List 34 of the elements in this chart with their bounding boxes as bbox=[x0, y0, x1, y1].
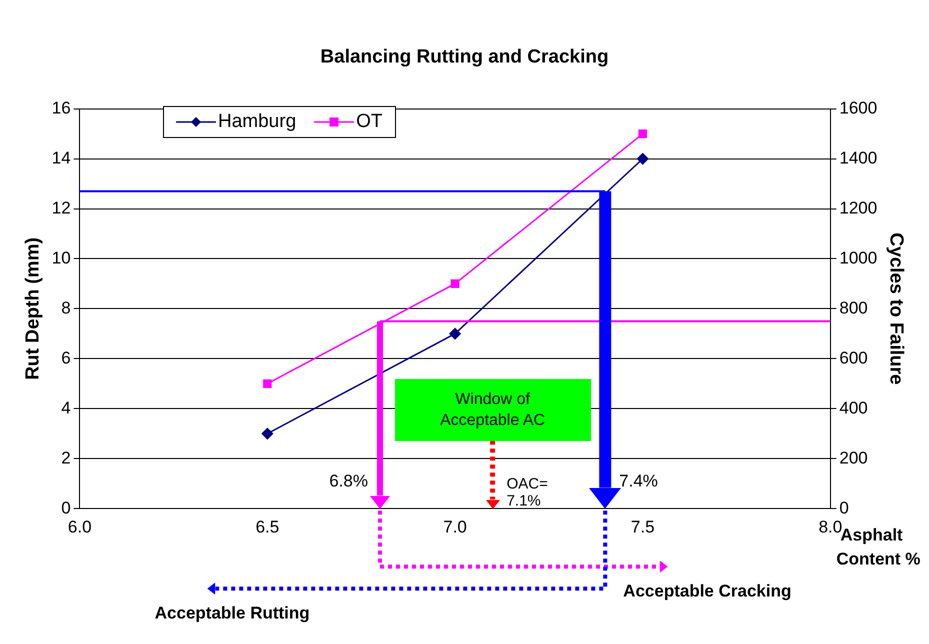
x-tick-label: 6.5 bbox=[256, 517, 280, 536]
legend-label: OT bbox=[356, 111, 383, 133]
text: Acceptable Rutting bbox=[154, 604, 310, 623]
y-tick-label: 2 bbox=[61, 448, 71, 468]
y2-axis-title: Cycles to Failure bbox=[885, 232, 906, 385]
y2-tick-label: 1000 bbox=[839, 248, 878, 268]
y-tick-label: 10 bbox=[52, 248, 71, 268]
y2-tick-label: 400 bbox=[839, 398, 868, 418]
ref-line-label: 6.8% bbox=[329, 472, 368, 491]
y-tick-label: 0 bbox=[61, 498, 71, 518]
y-tick-label: 6 bbox=[61, 348, 71, 368]
x-tick-label: 7.5 bbox=[630, 517, 655, 536]
y-tick-label: 16 bbox=[52, 98, 71, 118]
ref-line-label: OAC= 7.1% bbox=[506, 476, 548, 510]
chart-title: Balancing Rutting and Cracking bbox=[320, 46, 609, 68]
annotation: Window of Acceptable AC bbox=[439, 390, 546, 431]
legend-label: Hamburg bbox=[218, 111, 296, 133]
y2-tick-label: 1400 bbox=[839, 148, 878, 168]
y-tick-label: 4 bbox=[61, 398, 71, 418]
y2-tick-label: 800 bbox=[839, 298, 868, 318]
x-tick-label: 6.0 bbox=[68, 517, 92, 536]
y-axis-title: Rut Depth (mm) bbox=[22, 237, 44, 380]
y2-tick-label: 600 bbox=[839, 348, 868, 368]
y-tick-label: 12 bbox=[52, 198, 71, 218]
label-box: Window of Acceptable AC bbox=[394, 378, 591, 441]
y2-tick-label: 0 bbox=[839, 498, 849, 518]
y2-tick-label: 1200 bbox=[839, 198, 878, 218]
x-tick-label: 7.0 bbox=[443, 517, 467, 536]
y2-tick-label: 1600 bbox=[839, 98, 878, 118]
text: Acceptable Cracking bbox=[623, 582, 792, 601]
y-tick-label: 14 bbox=[52, 148, 71, 168]
y2-tick-label: 200 bbox=[839, 448, 868, 468]
ref-line-label: 7.4% bbox=[619, 472, 658, 491]
y-tick-label: 8 bbox=[61, 298, 71, 318]
